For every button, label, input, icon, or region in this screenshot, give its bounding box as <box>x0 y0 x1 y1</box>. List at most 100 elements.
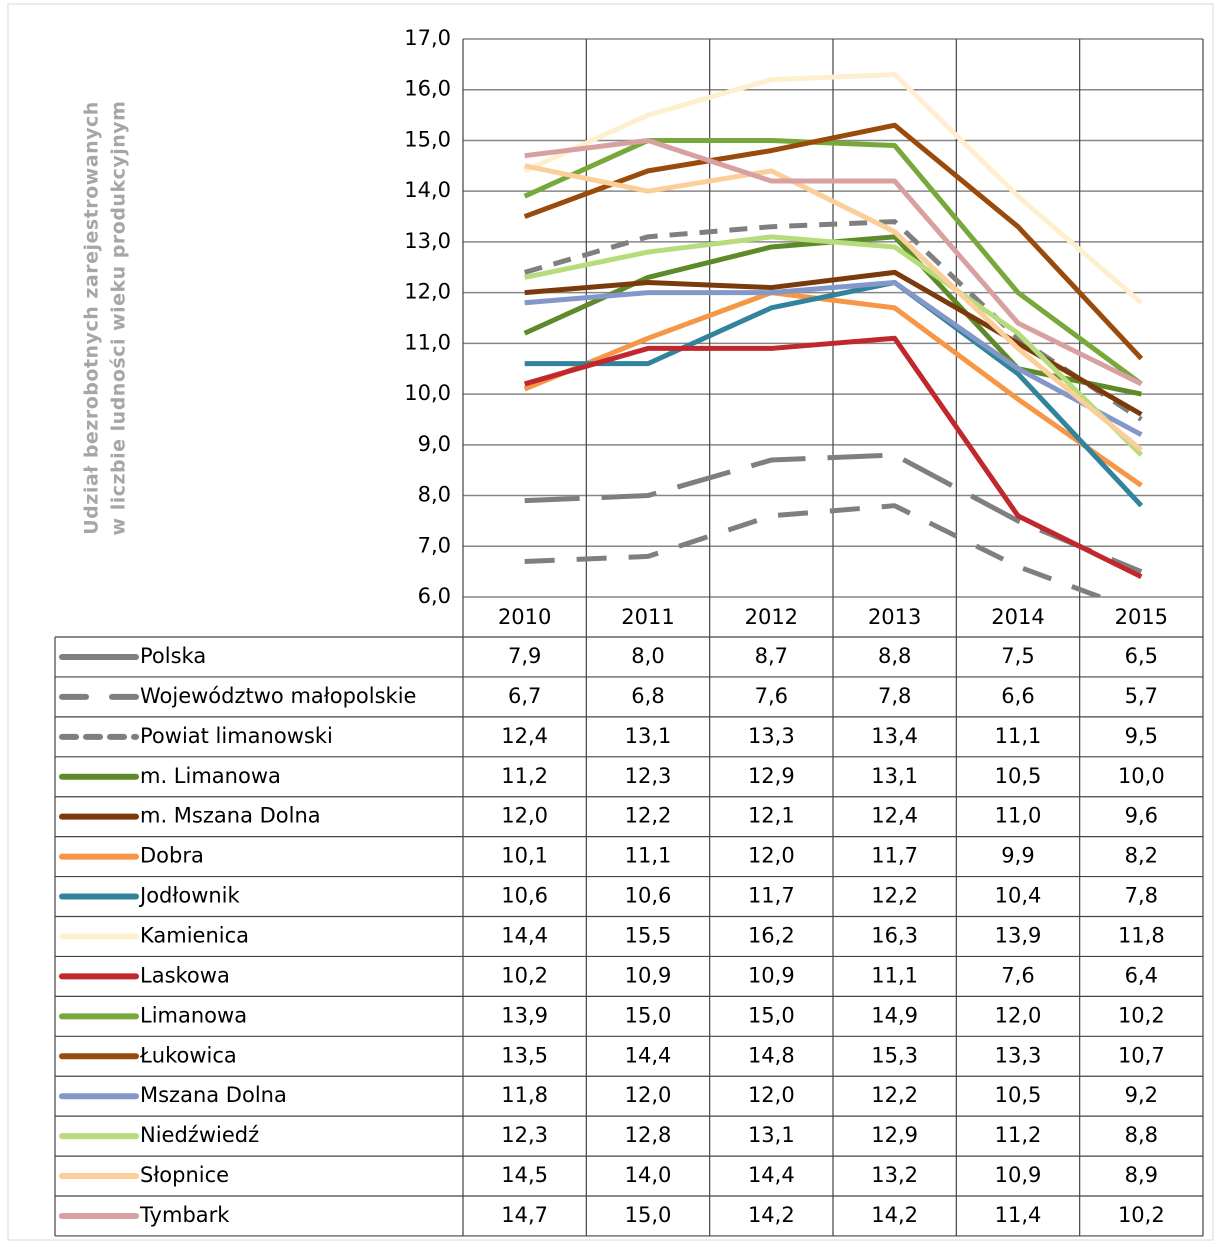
plot <box>523 72 1144 597</box>
y-tick-label: 14,0 <box>404 178 451 202</box>
data-label: 10,5 <box>995 764 1042 788</box>
y-tick-label: 17,0 <box>404 26 451 50</box>
legend-label: Województwo małopolskie <box>140 684 416 708</box>
data-label: 13,3 <box>748 724 795 748</box>
data-label: 16,2 <box>748 923 795 947</box>
legend-label: Powiat limanowski <box>140 724 333 748</box>
data-label: 6,8 <box>631 684 664 708</box>
x-tick-label: 2010 <box>498 605 551 629</box>
data-label: 8,8 <box>878 644 911 668</box>
data-label: 9,2 <box>1125 1083 1158 1107</box>
data-label: 14,7 <box>501 1203 548 1227</box>
data-label: 13,1 <box>871 764 918 788</box>
legend-label: Kamienica <box>140 923 249 947</box>
series-line <box>523 72 1143 305</box>
data-label: 9,6 <box>1125 804 1158 828</box>
data-label: 11,8 <box>1118 923 1165 947</box>
data-label: 12,4 <box>501 724 548 748</box>
data-label: 14,4 <box>625 1043 672 1067</box>
data-label: 7,6 <box>1001 963 1034 987</box>
data-label: 7,8 <box>878 684 911 708</box>
data-label: 13,3 <box>995 1043 1042 1067</box>
y-tick-label: 9,0 <box>418 432 451 456</box>
legend-label: Jodłownik <box>138 884 241 908</box>
legend-label: Mszana Dolna <box>140 1083 287 1107</box>
data-label: 7,8 <box>1125 884 1158 908</box>
y-axis-title-line: w liczbie ludności wieku produkcyjnym <box>108 101 130 536</box>
data-label: 16,3 <box>871 923 918 947</box>
legend-label: m. Mszana Dolna <box>140 804 321 828</box>
data-label: 10,2 <box>1118 1003 1165 1027</box>
data-label: 12,0 <box>995 1003 1042 1027</box>
data-label: 11,2 <box>501 764 548 788</box>
y-axis-title-line: Udział bezrobotnych zarejestrowanych <box>81 101 103 535</box>
data-label: 8,0 <box>631 644 664 668</box>
legend-label: Limanowa <box>140 1003 247 1027</box>
data-label: 11,8 <box>501 1083 548 1107</box>
data-label: 6,6 <box>1001 684 1034 708</box>
data-label: 12,9 <box>748 764 795 788</box>
series-line <box>524 503 1108 597</box>
data-label: 7,9 <box>508 644 541 668</box>
data-label: 8,8 <box>1125 1123 1158 1147</box>
legend-label: Niedźwiedź <box>140 1123 259 1147</box>
data-label: 11,1 <box>995 724 1042 748</box>
data-label: 15,0 <box>625 1003 672 1027</box>
data-label: 5,7 <box>1125 684 1158 708</box>
data-label: 6,7 <box>508 684 541 708</box>
data-label: 10,7 <box>1118 1043 1165 1067</box>
legend-label: Dobra <box>140 844 204 868</box>
data-label: 13,5 <box>501 1043 548 1067</box>
y-axis-title: Udział bezrobotnych zarejestrowanych w l… <box>81 101 130 536</box>
data-label: 14,5 <box>501 1163 548 1187</box>
y-tick-label: 8,0 <box>418 483 451 507</box>
data-label: 10,2 <box>501 963 548 987</box>
data-label: 11,4 <box>995 1203 1042 1227</box>
data-label: 13,9 <box>501 1003 548 1027</box>
series-line <box>523 290 1143 488</box>
x-tick-label: 2013 <box>868 605 921 629</box>
legend-label: Polska <box>140 644 206 668</box>
data-label: 14,4 <box>748 1163 795 1187</box>
data-label: 11,0 <box>995 804 1042 828</box>
y-tick-label: 6,0 <box>418 584 451 608</box>
data-label: 10,0 <box>1118 764 1165 788</box>
data-label: 10,9 <box>748 963 795 987</box>
data-label: 14,9 <box>871 1003 918 1027</box>
y-tick-label: 16,0 <box>404 77 451 101</box>
y-tick-label: 12,0 <box>404 280 451 304</box>
legend-label: Tymbark <box>139 1203 230 1227</box>
data-label: 12,4 <box>871 804 918 828</box>
y-tick-label: 7,0 <box>418 533 451 557</box>
data-label: 14,4 <box>501 923 548 947</box>
y-tick-label: 13,0 <box>404 229 451 253</box>
data-label: 8,7 <box>755 644 788 668</box>
data-label: 7,5 <box>1001 644 1034 668</box>
y-tick-label: 11,0 <box>404 330 451 354</box>
series-line <box>524 137 1143 387</box>
data-label: 12,3 <box>501 1123 548 1147</box>
series-line <box>524 279 1144 508</box>
legend-label: Laskowa <box>140 963 230 987</box>
data-label: 12,0 <box>501 804 548 828</box>
data-label: 9,9 <box>1001 844 1034 868</box>
data-label: 12,8 <box>625 1123 672 1147</box>
legend-label: Łukowica <box>139 1043 237 1067</box>
data-label: 12,3 <box>625 764 672 788</box>
data-label: 10,4 <box>995 884 1042 908</box>
data-label: 13,1 <box>748 1123 795 1147</box>
data-label: 12,0 <box>748 1083 795 1107</box>
data-label: 12,0 <box>625 1083 672 1107</box>
data-label: 10,5 <box>995 1083 1042 1107</box>
data-label: 7,6 <box>755 684 788 708</box>
data-label: 10,9 <box>625 963 672 987</box>
data-label: 8,9 <box>1125 1163 1158 1187</box>
data-label: 14,2 <box>871 1203 918 1227</box>
data-label: 6,5 <box>1125 644 1158 668</box>
x-tick-label: 2015 <box>1115 605 1168 629</box>
x-tick-label: 2012 <box>745 605 798 629</box>
data-label: 10,2 <box>1118 1203 1165 1227</box>
data-label: 10,6 <box>501 884 548 908</box>
data-label: 9,5 <box>1125 724 1158 748</box>
series-line <box>524 234 1144 457</box>
